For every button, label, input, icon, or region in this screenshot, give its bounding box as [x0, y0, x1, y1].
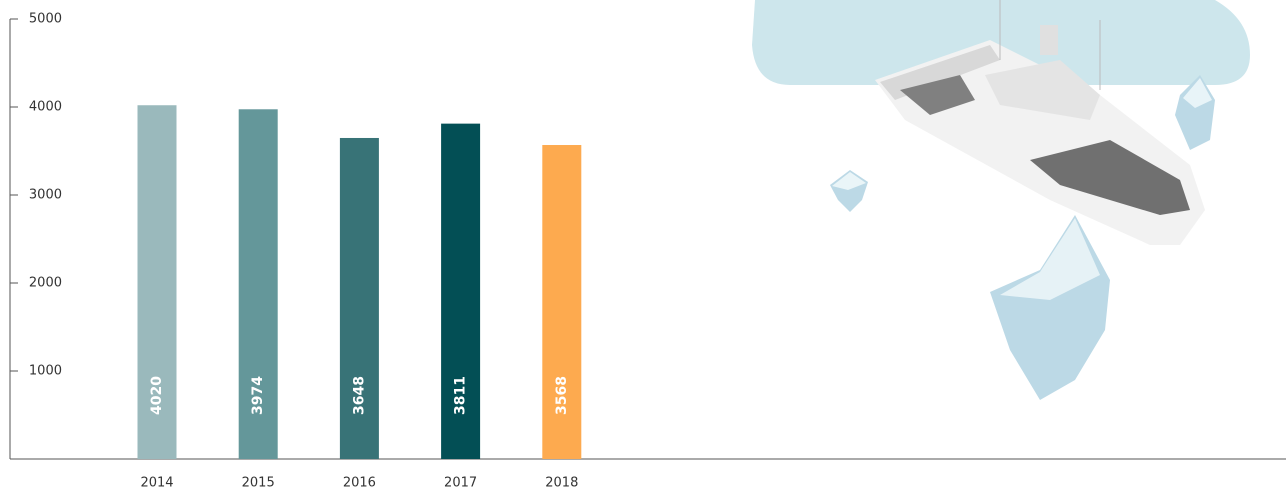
value-label: 3811: [453, 376, 469, 415]
x-tick-label: 2016: [343, 476, 376, 490]
y-tick-label: 5000: [29, 12, 62, 27]
illustration: [752, 0, 1250, 400]
value-label: 3974: [250, 376, 266, 415]
x-tick-label: 2014: [140, 476, 173, 490]
y-tick-label: 4000: [29, 100, 62, 115]
x-tick-label: 2015: [242, 476, 275, 490]
bar: [137, 105, 177, 460]
x-tick-label: 2018: [545, 476, 578, 490]
bar: [441, 123, 481, 459]
y-tick-label: 3000: [29, 188, 62, 203]
y-tick-label: 2000: [29, 276, 62, 291]
bar: [339, 137, 379, 459]
x-tick-label: 2017: [444, 476, 477, 490]
value-label: 3568: [554, 376, 570, 415]
y-tick-label: 1000: [29, 364, 62, 379]
bar: [238, 109, 278, 460]
bar: [542, 145, 582, 460]
value-label: 3648: [351, 376, 367, 415]
value-label: 4020: [149, 376, 165, 415]
